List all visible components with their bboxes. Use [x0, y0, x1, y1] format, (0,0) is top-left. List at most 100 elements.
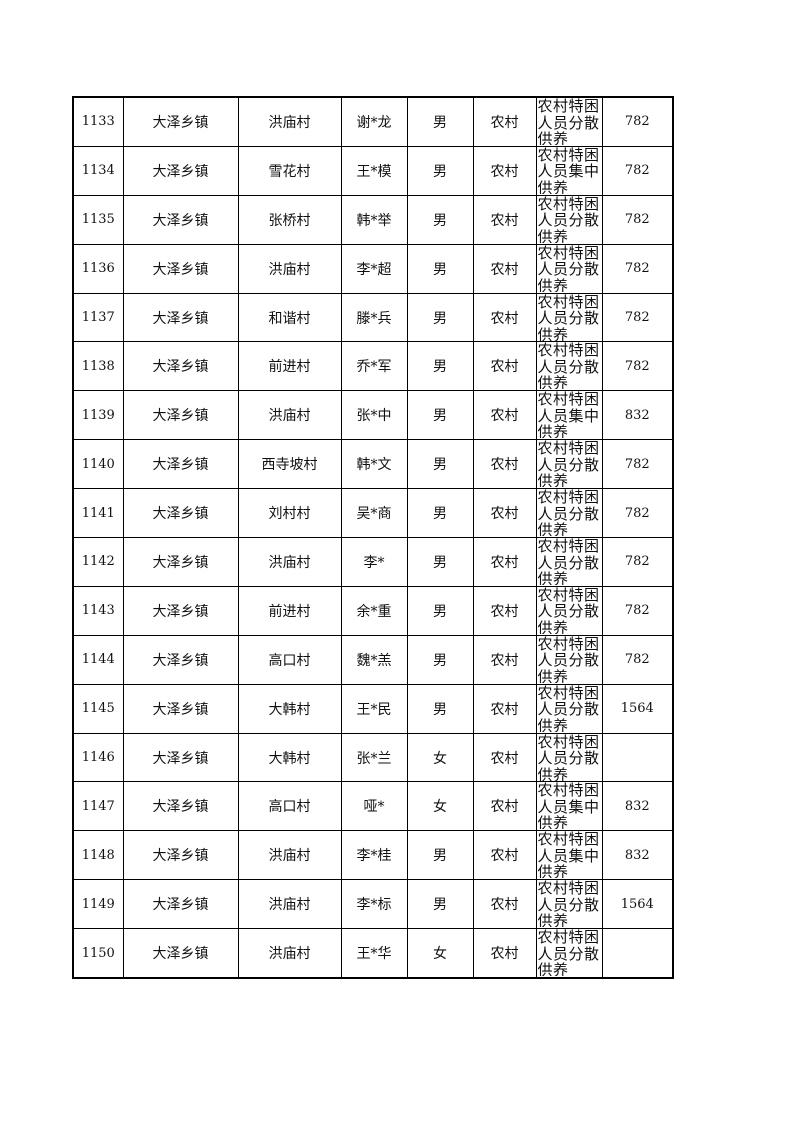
amount-cell: 782	[601, 341, 674, 392]
amount-cell: 782	[601, 537, 674, 587]
gender-cell: 男	[406, 634, 474, 685]
township-cell: 大泽乡镇	[122, 830, 239, 881]
support-type-cell: 农村特困人员分散供养	[535, 732, 603, 783]
gender-cell: 男	[406, 683, 474, 734]
amount-cell: 782	[601, 634, 674, 685]
gender-cell: 男	[406, 439, 474, 490]
amount-cell: 832	[601, 781, 674, 832]
area-type-cell: 农村	[472, 439, 537, 490]
support-type-text: 农村特困人员分散供养	[537, 880, 600, 928]
township-cell: 大泽乡镇	[122, 243, 239, 294]
support-type-cell: 农村特困人员集中供养	[535, 390, 603, 441]
gender-cell: 男	[406, 537, 474, 587]
table-row: 1142 大泽乡镇 洪庙村 李* 男农村 农村特困人员分散供养 782	[72, 537, 674, 587]
support-type-text: 农村特困人员分散供养	[537, 244, 600, 292]
amount-cell: 782	[601, 194, 674, 245]
area-type-cell: 农村	[472, 390, 537, 441]
village-cell: 洪庙村	[237, 96, 342, 147]
support-type-text: 农村特困人员分散供养	[537, 98, 600, 145]
township-cell: 大泽乡镇	[122, 683, 239, 734]
township-cell: 大泽乡镇	[122, 537, 239, 587]
area-type-cell: 农村	[472, 243, 537, 294]
row-id-cell: 1134	[72, 145, 124, 196]
village-cell: 和谐村	[237, 292, 342, 343]
table-row: 1136 大泽乡镇 洪庙村 李*超男农村 农村特困人员分散供养 782	[72, 243, 674, 294]
table-row: 1133 大泽乡镇 洪庙村 谢*龙男农村 农村特困人员分散供养 782	[72, 96, 674, 147]
support-type-cell: 农村特困人员分散供养	[535, 879, 603, 930]
amount-cell	[601, 928, 674, 979]
support-type-text: 农村特困人员分散供养	[537, 586, 600, 634]
support-type-cell: 农村特困人员分散供养	[535, 292, 603, 343]
support-type-cell: 农村特困人员分散供养	[535, 585, 603, 636]
person-name-cell: 李*超	[340, 243, 408, 294]
village-cell: 洪庙村	[237, 537, 342, 587]
support-type-text: 农村特困人员分散供养	[537, 929, 600, 977]
support-type-text: 农村特困人员分散供养	[537, 538, 600, 586]
support-type-text: 农村特困人员分散供养	[537, 342, 600, 390]
support-type-cell: 农村特困人员集中供养	[535, 145, 603, 196]
row-id-cell: 1143	[72, 585, 124, 636]
person-name-cell: 张*中	[340, 390, 408, 441]
row-id-cell: 1141	[72, 488, 124, 539]
area-type-cell: 农村	[472, 488, 537, 539]
amount-cell: 1564	[601, 879, 674, 930]
amount-cell: 1564	[601, 683, 674, 734]
table-row: 1145 大泽乡镇 大韩村 王*民男农村 农村特困人员分散供养 1564	[72, 683, 674, 734]
township-cell: 大泽乡镇	[122, 145, 239, 196]
support-type-text: 农村特困人员分散供养	[537, 635, 600, 683]
village-cell: 大韩村	[237, 732, 342, 783]
area-type-cell: 农村	[472, 879, 537, 930]
table-row: 1147 大泽乡镇 高口村 哑* 女农村 农村特困人员集中供养 832	[72, 781, 674, 832]
row-id-cell: 1145	[72, 683, 124, 734]
row-id-cell: 1137	[72, 292, 124, 343]
support-type-cell: 农村特困人员分散供养	[535, 488, 603, 539]
row-id-cell: 1147	[72, 781, 124, 832]
village-cell: 洪庙村	[237, 928, 342, 979]
village-cell: 前进村	[237, 585, 342, 636]
area-type-cell: 农村	[472, 537, 537, 587]
support-type-text: 农村特困人员集中供养	[537, 391, 600, 439]
support-type-text: 农村特困人员集中供养	[537, 831, 600, 879]
area-type-cell: 农村	[472, 145, 537, 196]
township-cell: 大泽乡镇	[122, 732, 239, 783]
amount-cell: 832	[601, 390, 674, 441]
row-id-cell: 1140	[72, 439, 124, 490]
area-type-cell: 农村	[472, 341, 537, 392]
gender-cell: 女	[406, 781, 474, 832]
gender-cell: 男	[406, 830, 474, 881]
amount-cell: 782	[601, 243, 674, 294]
support-type-cell: 农村特困人员分散供养	[535, 683, 603, 734]
village-cell: 高口村	[237, 634, 342, 685]
amount-cell: 782	[601, 439, 674, 490]
support-type-cell: 农村特困人员分散供养	[535, 537, 603, 587]
person-name-cell: 李*	[340, 537, 408, 587]
person-name-cell: 哑*	[340, 781, 408, 832]
village-cell: 西寺坡村	[237, 439, 342, 490]
table-row: 1135 大泽乡镇 张桥村 韩*举男农村 农村特困人员分散供养 782	[72, 194, 674, 245]
amount-cell: 782	[601, 96, 674, 147]
village-cell: 洪庙村	[237, 830, 342, 881]
person-name-cell: 吴*商	[340, 488, 408, 539]
row-id-cell: 1149	[72, 879, 124, 930]
support-type-text: 农村特困人员集中供养	[537, 782, 600, 830]
village-cell: 高口村	[237, 781, 342, 832]
village-cell: 雪花村	[237, 145, 342, 196]
support-type-cell: 农村特困人员分散供养	[535, 928, 603, 979]
person-name-cell: 韩*举	[340, 194, 408, 245]
township-cell: 大泽乡镇	[122, 390, 239, 441]
area-type-cell: 农村	[472, 194, 537, 245]
support-type-text: 农村特困人员分散供养	[537, 733, 600, 781]
table-row: 1134 大泽乡镇 雪花村 王*模男农村 农村特困人员集中供养 782	[72, 145, 674, 196]
support-type-cell: 农村特困人员分散供养	[535, 634, 603, 685]
amount-cell	[601, 732, 674, 783]
person-name-cell: 张*兰	[340, 732, 408, 783]
gender-cell: 男	[406, 341, 474, 392]
gender-cell: 男	[406, 145, 474, 196]
village-cell: 刘村村	[237, 488, 342, 539]
row-id-cell: 1135	[72, 194, 124, 245]
person-name-cell: 王*模	[340, 145, 408, 196]
row-id-cell: 1138	[72, 341, 124, 392]
row-id-cell: 1144	[72, 634, 124, 685]
person-name-cell: 王*民	[340, 683, 408, 734]
gender-cell: 女	[406, 732, 474, 783]
